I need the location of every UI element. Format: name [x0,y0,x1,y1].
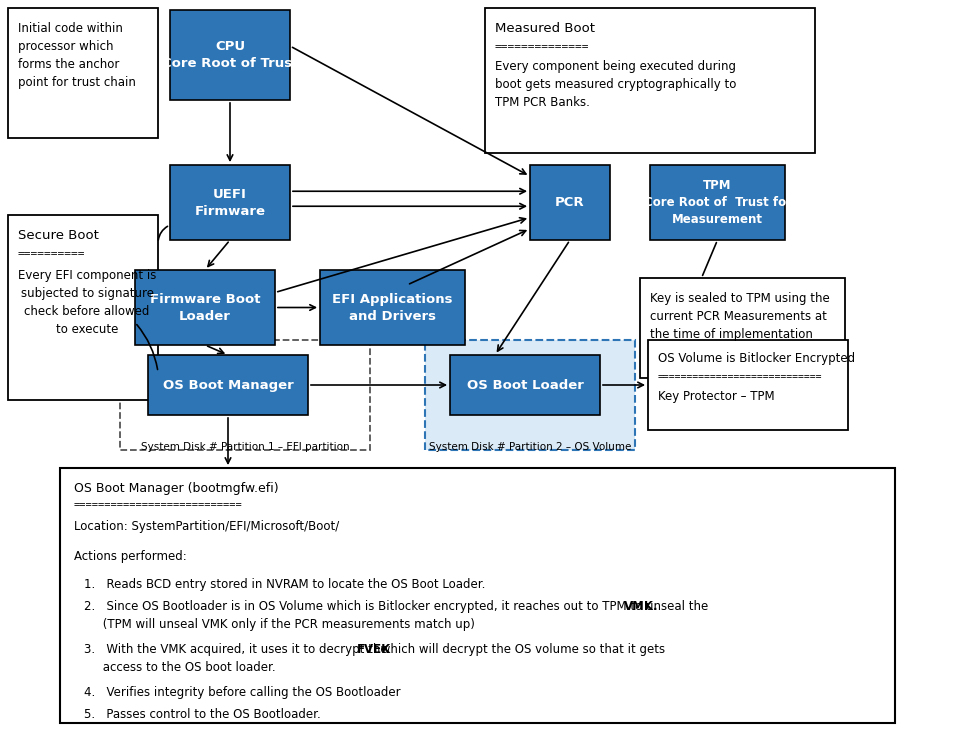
Text: CPU
Core Root of Trust: CPU Core Root of Trust [162,40,298,70]
Bar [650,165,785,240]
Bar [450,355,600,415]
Bar [485,8,815,153]
Text: VMK.: VMK. [624,600,659,613]
Text: which will decrypt the OS volume so that it gets: which will decrypt the OS volume so that… [377,643,665,656]
Bar [170,10,290,100]
Text: Measured Boot: Measured Boot [495,22,595,35]
Text: ============================: ============================ [658,372,823,382]
Text: TPM
Core Root of  Trust for
Measurement: TPM Core Root of Trust for Measurement [643,179,791,226]
Text: OS Volume is Bitlocker Encrypted: OS Volume is Bitlocker Encrypted [658,352,855,365]
Text: ==============: ============== [495,42,590,52]
Text: Key is sealed to TPM using the
current PCR Measurements at
the time of implement: Key is sealed to TPM using the current P… [650,292,830,341]
Bar [8,215,158,400]
Text: Actions performed:: Actions performed: [74,550,187,563]
Bar [120,340,370,450]
Bar [170,165,290,240]
Text: Initial code within
processor which
forms the anchor
point for trust chain: Initial code within processor which form… [18,22,136,89]
Text: Every component being executed during
boot gets measured cryptographically to
TP: Every component being executed during bo… [495,60,737,109]
Text: access to the OS boot loader.: access to the OS boot loader. [84,661,275,674]
Bar [425,340,635,450]
Text: 2.   Since OS Bootloader is in OS Volume which is Bitlocker encrypted, it reache: 2. Since OS Bootloader is in OS Volume w… [84,600,712,613]
Bar [148,355,308,415]
Text: 3.   With the VMK acquired, it uses it to decrypt the: 3. With the VMK acquired, it uses it to … [84,643,391,656]
Text: System Disk # Partition 2 – OS Volume: System Disk # Partition 2 – OS Volume [429,442,631,452]
Bar [8,8,158,138]
Text: OS Boot Manager: OS Boot Manager [163,379,293,391]
Text: Key Protector – TPM: Key Protector – TPM [658,390,775,403]
Text: ===========================: =========================== [74,500,243,510]
Bar [640,278,845,378]
Text: OS Boot Manager (bootmgfw.efi): OS Boot Manager (bootmgfw.efi) [74,482,279,495]
Bar [320,270,465,345]
Text: System Disk # Partition 1 – EFI partition: System Disk # Partition 1 – EFI partitio… [141,442,349,452]
Text: FVEK: FVEK [357,643,391,656]
Text: Secure Boot: Secure Boot [18,229,99,242]
Text: 5.   Passes control to the OS Bootloader.: 5. Passes control to the OS Bootloader. [84,708,320,721]
Text: Firmware Boot
Loader: Firmware Boot Loader [150,293,260,323]
Text: EFI Applications
and Drivers: EFI Applications and Drivers [332,293,453,323]
Bar [530,165,610,240]
Text: UEFI
Firmware: UEFI Firmware [195,187,266,217]
Bar [648,340,848,430]
Text: (TPM will unseal VMK only if the PCR measurements match up): (TPM will unseal VMK only if the PCR mea… [84,618,475,631]
Bar [135,270,275,345]
Text: 4.   Verifies integrity before calling the OS Bootloader: 4. Verifies integrity before calling the… [84,686,401,699]
Text: 1.   Reads BCD entry stored in NVRAM to locate the OS Boot Loader.: 1. Reads BCD entry stored in NVRAM to lo… [84,578,485,591]
Text: PCR: PCR [555,196,585,209]
Text: Every EFI component is
subjected to signature
check before allowed
to execute: Every EFI component is subjected to sign… [18,269,156,336]
Text: ==========: ========== [18,249,85,259]
Text: OS Boot Loader: OS Boot Loader [467,379,583,391]
Bar [60,468,895,723]
Text: Location: SystemPartition/EFI/Microsoft/Boot/: Location: SystemPartition/EFI/Microsoft/… [74,520,339,533]
